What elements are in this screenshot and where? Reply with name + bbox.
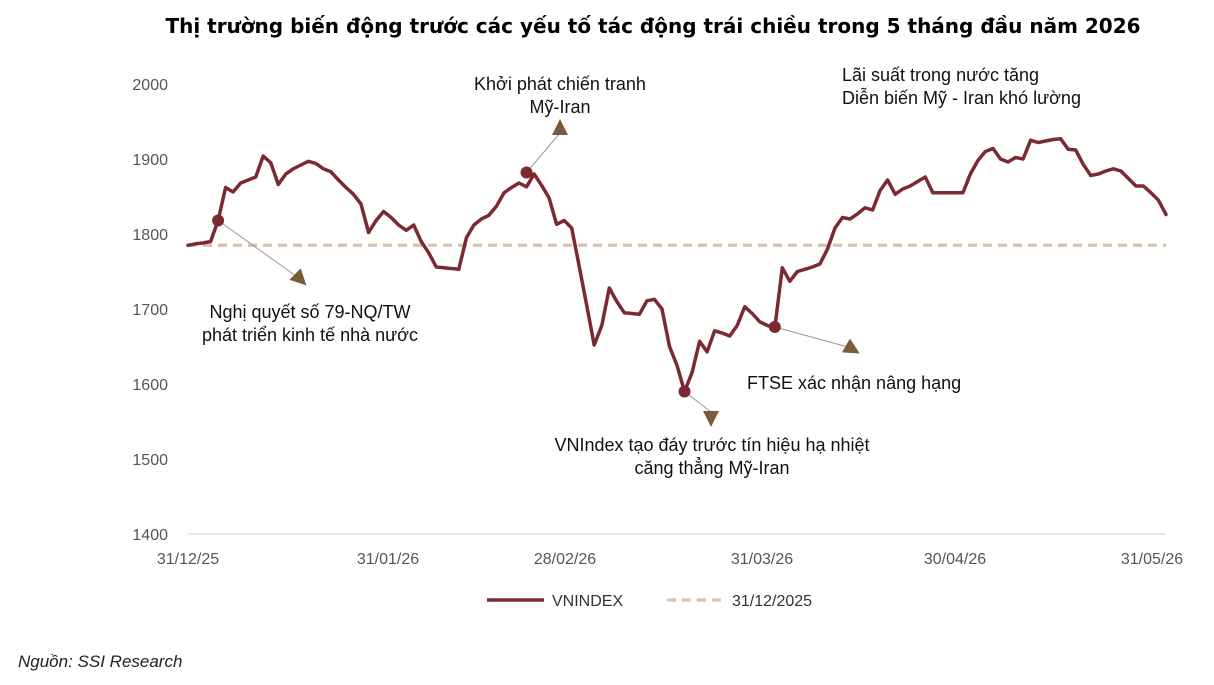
y-tick-label: 1800 bbox=[132, 227, 168, 244]
x-tick-label: 31/03/26 bbox=[731, 551, 793, 568]
annotation-text: Diễn biến Mỹ - Iran khó lường bbox=[842, 87, 1081, 108]
y-tick-label: 1600 bbox=[132, 377, 168, 394]
x-tick-label: 28/02/26 bbox=[534, 551, 596, 568]
annotation-arrow bbox=[703, 411, 719, 427]
annotation-connector bbox=[774, 326, 849, 348]
annotation-arrow bbox=[841, 338, 860, 354]
source-note: Nguồn: SSI Research bbox=[18, 652, 183, 671]
x-tick-label: 31/05/26 bbox=[1121, 551, 1183, 568]
event-marker bbox=[520, 166, 533, 179]
event-marker bbox=[678, 385, 691, 398]
annotation-text: Khởi phát chiến tranh bbox=[474, 74, 646, 94]
annotation-text: VNIndex tạo đáy trước tín hiệu hạ nhiệt bbox=[554, 435, 869, 455]
y-tick-label: 2000 bbox=[132, 77, 168, 94]
y-tick-label: 1700 bbox=[132, 302, 168, 319]
x-tick-label: 30/04/26 bbox=[924, 551, 986, 568]
annotation-text: căng thẳng Mỹ-Iran bbox=[634, 457, 789, 478]
event-marker bbox=[212, 214, 225, 227]
legend-label-vnindex: VNINDEX bbox=[552, 593, 623, 610]
legend-label-baseline: 31/12/2025 bbox=[732, 593, 812, 610]
annotation-text: phát triển kinh tế nhà nước bbox=[202, 325, 418, 345]
vnindex-line bbox=[186, 137, 1168, 394]
annotation-text: Mỹ-Iran bbox=[529, 97, 590, 117]
annotation-text: FTSE xác nhận nâng hạng bbox=[747, 373, 961, 393]
annotation-connector bbox=[526, 132, 561, 173]
y-tick-label: 1900 bbox=[132, 152, 168, 169]
annotation-arrow bbox=[289, 268, 307, 286]
annotation-arrow bbox=[552, 119, 568, 135]
y-tick-label: 1400 bbox=[132, 527, 168, 544]
event-marker bbox=[768, 321, 781, 333]
x-tick-label: 31/12/25 bbox=[157, 551, 219, 568]
annotation-connector bbox=[217, 220, 297, 277]
chart-title: Thị trường biến động trước các yếu tố tá… bbox=[165, 14, 1141, 38]
annotation-text: Nghị quyết số 79-NQ/TW bbox=[209, 302, 410, 322]
y-tick-label: 1500 bbox=[132, 452, 168, 469]
x-tick-label: 31/01/26 bbox=[357, 551, 419, 568]
annotation-text: Lãi suất trong nước tăng bbox=[842, 65, 1039, 85]
